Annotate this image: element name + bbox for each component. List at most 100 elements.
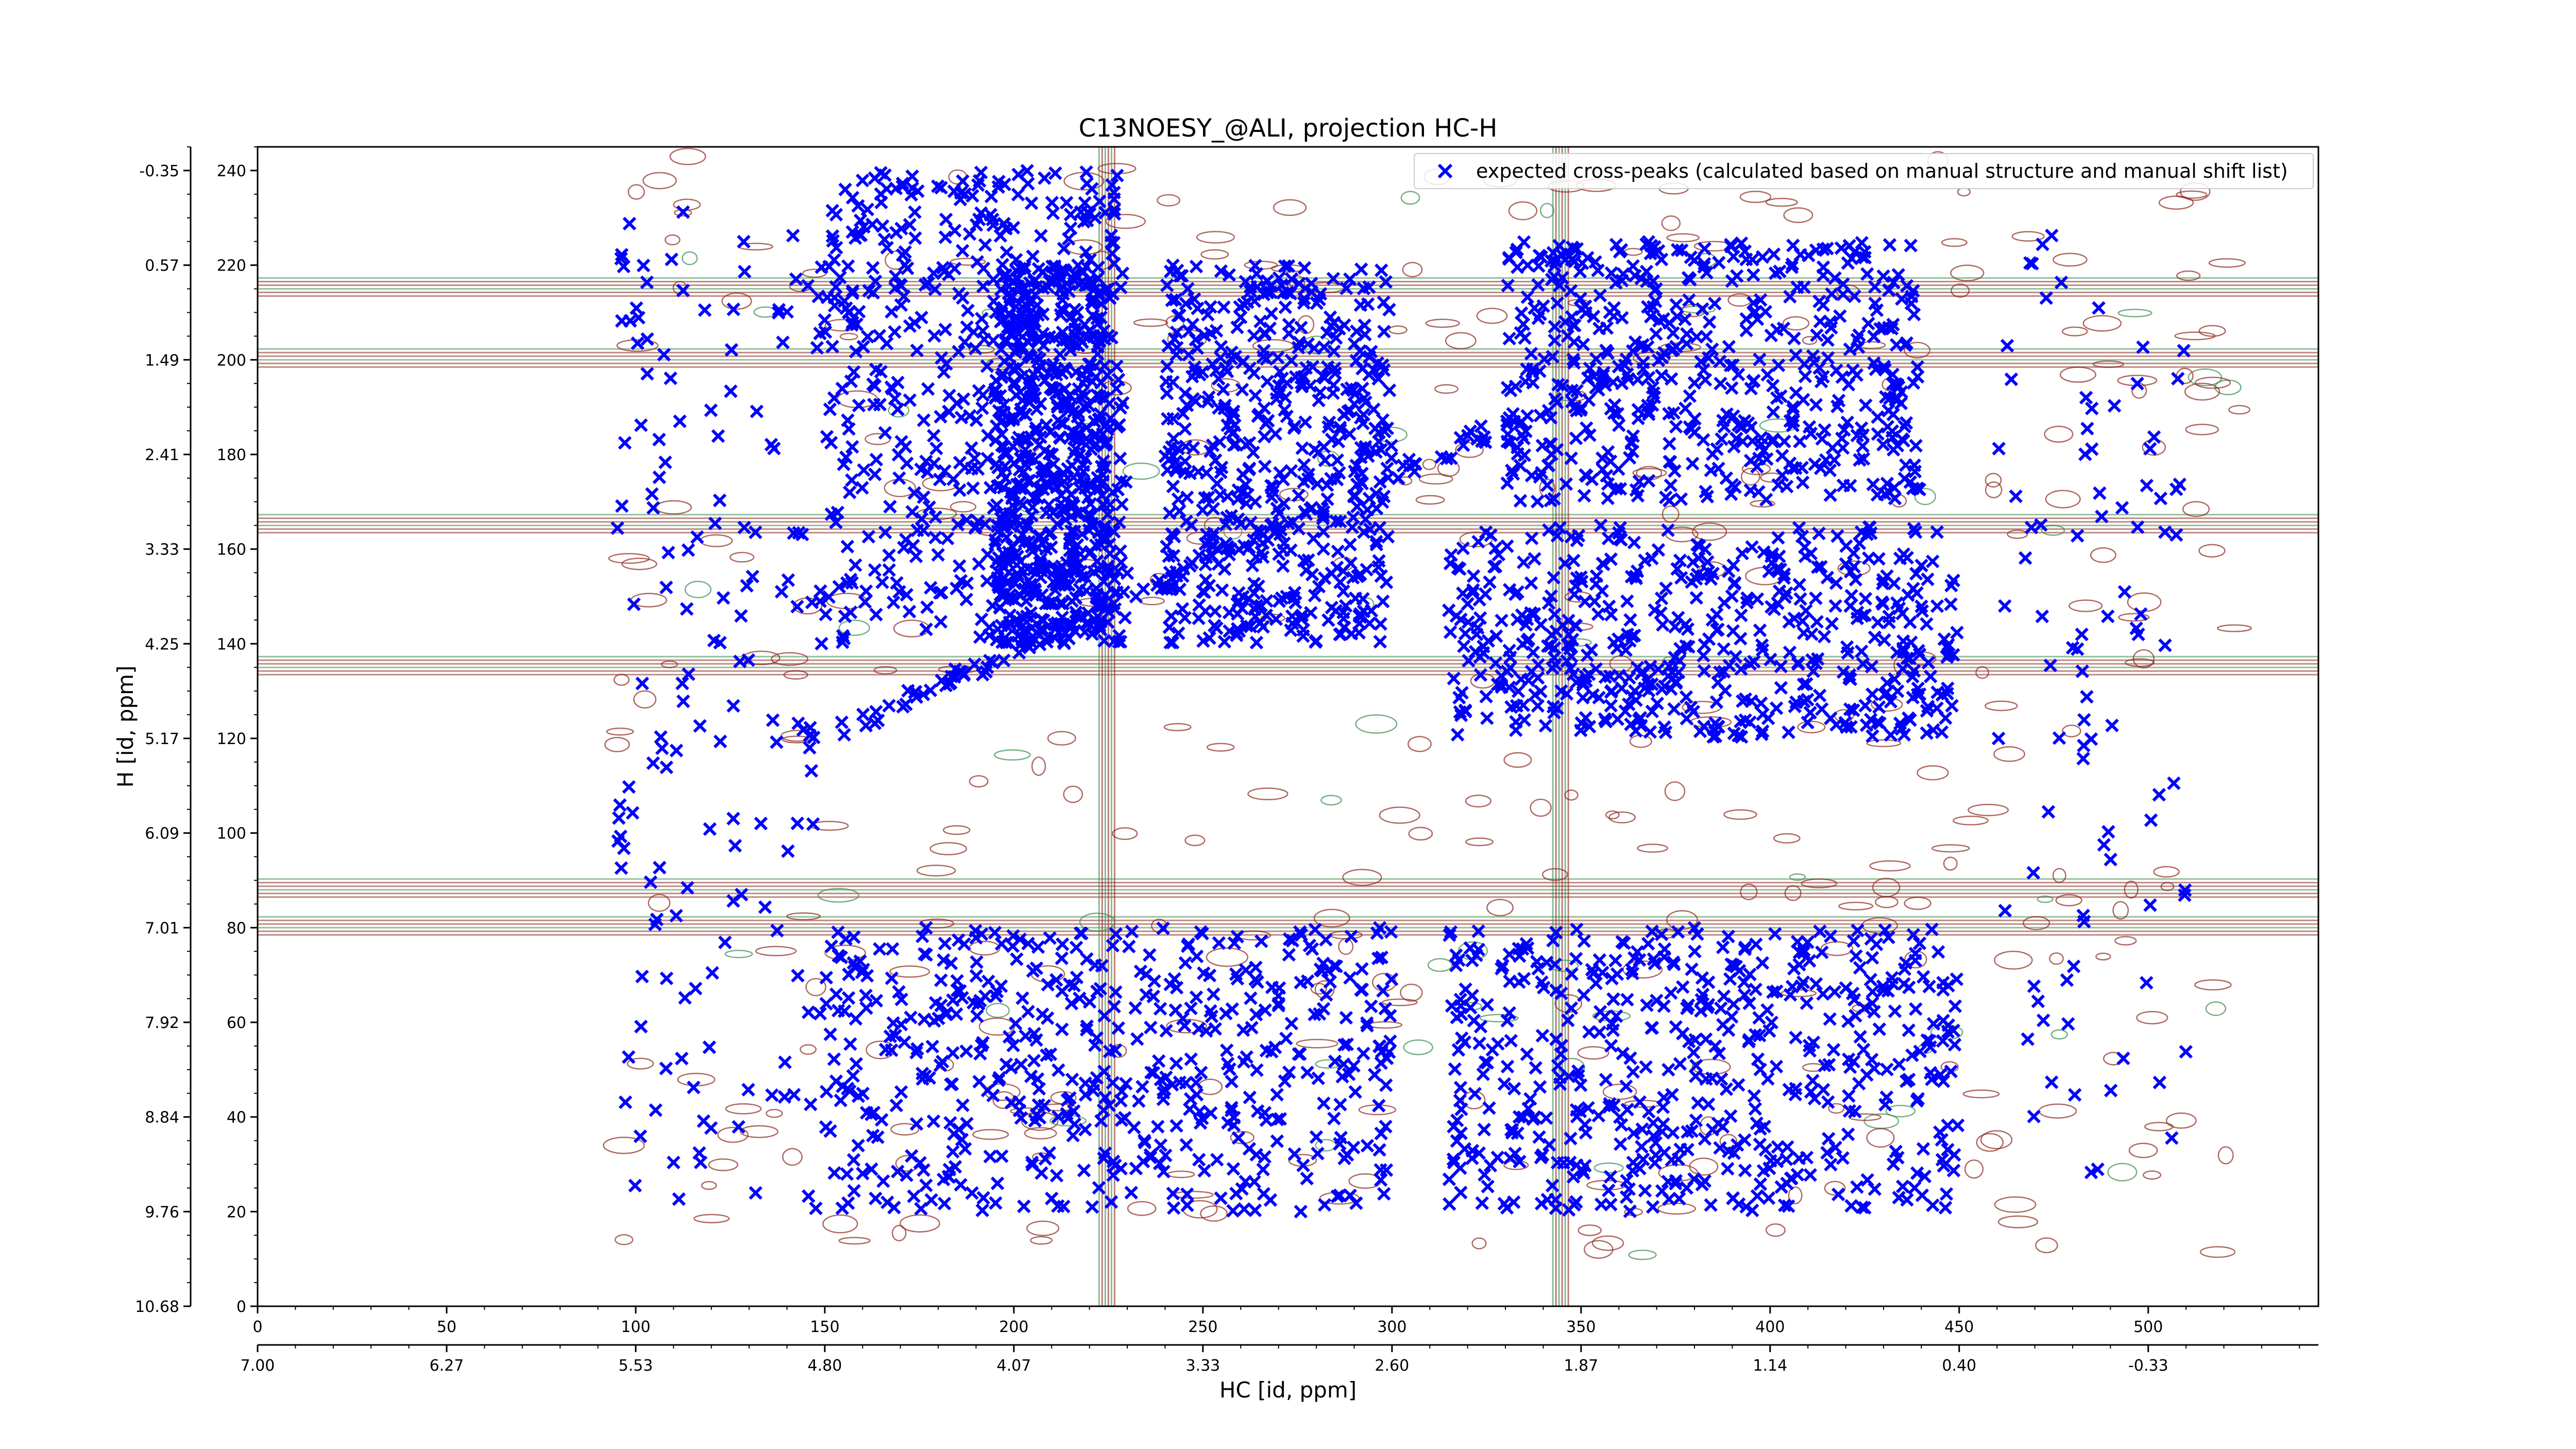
data-point <box>914 512 929 526</box>
data-point <box>1371 372 1385 386</box>
y-secondary-tick-label: 9.76 <box>145 1203 179 1221</box>
contour-peak <box>2153 866 2180 878</box>
data-point <box>1331 544 1345 559</box>
y-tick-label: 220 <box>217 257 246 275</box>
data-point <box>1214 460 1229 475</box>
y-tick-label: 140 <box>217 635 246 653</box>
data-point <box>1217 635 1231 649</box>
data-point <box>1326 386 1340 400</box>
contour-peak <box>1403 1039 1433 1055</box>
data-point <box>1235 356 1249 369</box>
data-point <box>956 392 971 406</box>
contour-peak <box>1828 1103 1845 1114</box>
data-point <box>909 549 923 563</box>
contour-peak <box>2061 724 2081 737</box>
contour-peak <box>838 619 870 636</box>
contour-peak <box>1904 896 1931 910</box>
contour-peak <box>1425 318 1460 328</box>
data-point <box>989 419 1004 433</box>
data-point <box>1308 443 1322 457</box>
contour-peak <box>2198 544 2226 558</box>
contour-peak <box>1400 191 1420 205</box>
data-point <box>1260 375 1275 389</box>
data-point <box>1028 452 1042 467</box>
data-point <box>1172 626 1185 641</box>
data-point <box>1361 449 1375 463</box>
data-point <box>1739 324 1753 338</box>
data-point <box>1162 620 1176 634</box>
data-point <box>959 593 974 606</box>
contour-peak <box>1465 837 1494 847</box>
contour-peak <box>2112 901 2129 920</box>
contour-peak <box>1869 860 1911 872</box>
y-secondary-tick-label: 7.92 <box>145 1014 179 1032</box>
data-point <box>852 398 866 413</box>
data-point <box>1044 540 1058 554</box>
contour-peak <box>616 339 659 352</box>
data-point <box>1687 376 1702 390</box>
data-point <box>990 479 1005 493</box>
data-point <box>1786 403 1800 417</box>
contour-peak <box>1564 789 1579 801</box>
contour-peak <box>648 894 671 912</box>
contour-peak <box>1975 666 1989 679</box>
data-point <box>1062 631 1076 646</box>
data-point <box>1353 607 1367 621</box>
data-point <box>1043 478 1057 493</box>
contour-peak <box>2118 613 2150 622</box>
data-point <box>1027 274 1041 289</box>
data-point <box>1083 357 1097 372</box>
data-point <box>903 393 917 407</box>
data-point <box>1255 545 1268 560</box>
data-point <box>1031 364 1045 378</box>
contour-peak <box>2114 936 2137 946</box>
data-point <box>875 219 890 233</box>
data-point <box>1053 430 1067 444</box>
data-point <box>845 284 860 298</box>
data-point <box>1355 466 1369 481</box>
data-point <box>1261 414 1275 428</box>
contour-peak <box>1665 526 1699 543</box>
data-point <box>1079 245 1093 259</box>
data-point <box>905 169 919 183</box>
data-point <box>1379 275 1393 289</box>
data-point <box>1361 297 1375 311</box>
data-point <box>962 227 977 241</box>
contour-peak <box>1315 1139 1337 1152</box>
data-point <box>1016 498 1030 512</box>
data-point <box>1315 369 1330 383</box>
data-point <box>1097 523 1111 537</box>
data-point <box>1054 416 1067 430</box>
data-point <box>1333 420 1347 434</box>
data-point <box>1160 386 1174 400</box>
contour-peak <box>1968 803 2009 816</box>
contour-peak <box>2059 366 2096 383</box>
legend-entry: expected cross-peaks (calculated based o… <box>1476 160 2288 182</box>
contour-peak <box>1402 262 1423 278</box>
data-point <box>1045 447 1059 462</box>
data-point <box>1053 347 1067 362</box>
data-point <box>1096 475 1110 488</box>
data-point <box>960 320 974 334</box>
data-point <box>827 299 842 313</box>
data-point <box>1907 458 1922 473</box>
data-point <box>954 574 968 588</box>
data-point <box>1200 395 1215 409</box>
data-point <box>910 343 924 358</box>
contour-peak <box>1628 1250 1657 1260</box>
data-point <box>969 342 982 356</box>
data-point <box>1715 432 1728 446</box>
data-point <box>1548 333 1562 347</box>
data-point <box>819 608 833 621</box>
data-point <box>1344 381 1358 395</box>
data-point <box>1331 434 1346 449</box>
y-tick-label: 160 <box>217 541 246 559</box>
y-axis-label: H [id, ppm] <box>113 666 138 788</box>
data-point <box>1269 612 1283 626</box>
data-point <box>1091 316 1105 331</box>
data-point <box>1197 328 1212 342</box>
contour-peak <box>1931 844 1970 853</box>
contour-peak <box>771 652 808 666</box>
data-point <box>1296 629 1310 643</box>
data-point <box>1029 421 1043 435</box>
